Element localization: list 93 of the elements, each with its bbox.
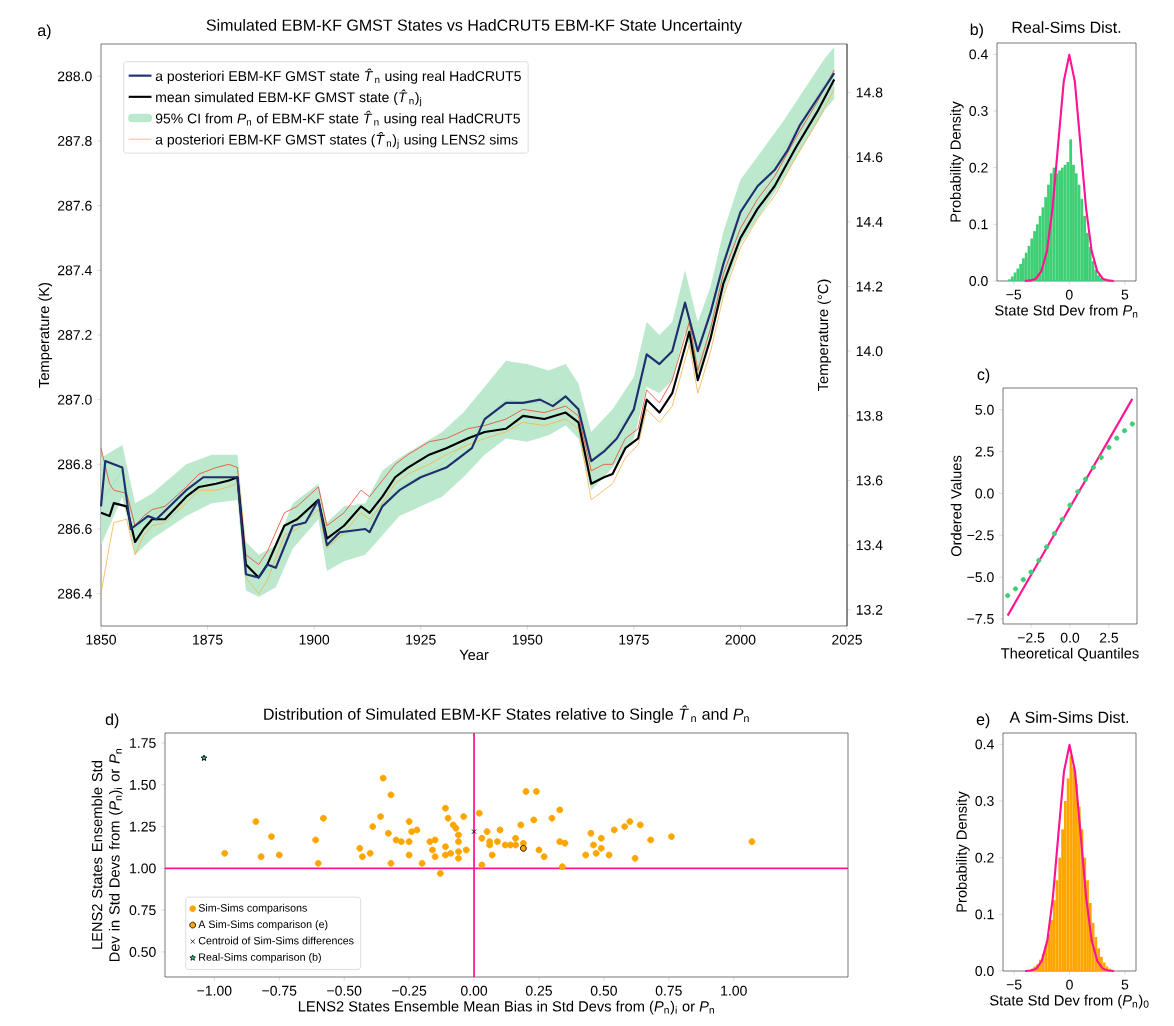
- x-tick-label: 0.0: [1060, 632, 1080, 643]
- y-tick-label: 286.4: [57, 588, 92, 599]
- legend-label: a posteriori EBM-KF GMST states (T̂$_{n}$)$_{j}$ using LENS2 sims: [155, 131, 518, 149]
- x-tick-label: −2.5: [1017, 632, 1045, 643]
- x-tick-label: 1.00: [721, 985, 747, 996]
- x-axis-title: State Std Dev from P$_{n}$: [995, 304, 1138, 318]
- y-tick-label: 0.0: [969, 276, 988, 286]
- y-tick-label: 1.25: [130, 821, 156, 832]
- text: b): [970, 23, 983, 39]
- y-tick-label: 0.2: [975, 852, 994, 863]
- y-axis-title: Temperature (K): [38, 282, 53, 388]
- legend-label: Sim-Sims comparisons: [198, 903, 307, 914]
- y-tick-label: 0.1: [969, 219, 988, 230]
- y-tick-label: −5.0: [967, 572, 994, 583]
- y-tick-label: 5.0: [975, 404, 994, 415]
- y-tick-label: 0.4: [975, 739, 994, 750]
- y-tick-label: 287.8: [57, 136, 92, 146]
- y-tick-label: −7.5: [967, 614, 994, 624]
- legend-label: Real-Sims comparison (b): [199, 953, 321, 963]
- y-tick-label: 0.3: [969, 106, 988, 116]
- y-tick-label: 0.50: [129, 946, 156, 957]
- x-tick-label: 1900: [299, 634, 330, 645]
- x-tick-label: 0: [1065, 289, 1073, 300]
- y-tick-label: 1.00: [130, 863, 156, 874]
- y2-tick-label: 14.6: [856, 152, 883, 163]
- y2-tick-label: 13.6: [856, 475, 883, 486]
- x-tick-label: 0.75: [655, 985, 682, 996]
- y-tick-label: 286.8: [57, 459, 92, 470]
- x-tick-label: 1975: [619, 634, 649, 645]
- text: a): [37, 24, 51, 40]
- y2-tick-label: 13.2: [856, 604, 883, 615]
- y2-tick-label: 13.4: [856, 540, 883, 551]
- y-tick-label: 287.6: [57, 200, 92, 211]
- x-tick-label: 2.5: [1099, 632, 1119, 643]
- y2-axis-title: Temperature (°C): [817, 279, 832, 391]
- legend-label: a posteriori EBM-KF GMST state T̂$_{n}$ using real HadCRUT5: [155, 68, 521, 84]
- legend-label: 95% CI from P$_{n}$ of EBM-KF state T̂$_{n}$ using real HadCRUT5: [155, 110, 520, 127]
- x-tick-label: 1925: [406, 634, 436, 645]
- y2-tick-label: 13.8: [856, 410, 883, 421]
- y-tick-label: 288.0: [57, 71, 92, 82]
- x-tick-label: 0.50: [590, 985, 617, 996]
- x-tick-label: 1850: [86, 634, 117, 645]
- y-tick-label: 287.2: [57, 330, 92, 340]
- y-tick-label: 0.75: [129, 905, 156, 916]
- legend-label: A Sim-Sims comparison (e): [198, 920, 328, 931]
- y-tick-label: 0.0: [975, 966, 994, 976]
- x-tick-label: −0.25: [392, 985, 427, 996]
- y2-tick-label: 14.4: [856, 217, 883, 227]
- y-axis-title: Ordered Values: [950, 455, 962, 557]
- x-tick-label: −0.75: [262, 985, 297, 996]
- x-tick-label: 0: [1066, 979, 1073, 990]
- y2-tick-label: 14.0: [856, 346, 883, 357]
- x-tick-label: 5: [1121, 289, 1129, 300]
- y-axis-title: Probability Density: [950, 101, 964, 222]
- y2-tick-label: 14.2: [856, 281, 883, 292]
- x-axis-title: LENS2 States Ensemble Mean Bias in Std Devs from (P$_{n}$)$_{i}$ or P$_{n}$: [298, 1000, 714, 1015]
- x-tick-label: 1875: [193, 634, 223, 645]
- text: c): [977, 368, 990, 384]
- y-tick-label: 2.5: [975, 446, 994, 457]
- x-tick-label: 0.00: [460, 985, 488, 996]
- chart-title: Distribution of Simulated EBM-KF States relative to Single T̂$_{n}$ and P$_{n}$: [264, 705, 749, 723]
- legend-label: Centroid of Sim-Sims differences: [198, 936, 354, 945]
- y-tick-label: −2.5: [967, 530, 994, 541]
- x-axis-title: State Std Dev from (P$_{n}$)$_{0}$: [990, 994, 1149, 1009]
- x-tick-label: −5: [1006, 979, 1022, 990]
- y-tick-label: 0.2: [969, 162, 988, 173]
- text: e): [976, 713, 990, 729]
- y-tick-label: 1.50: [130, 779, 156, 790]
- x-axis-title: Theoretical Quantiles: [1001, 647, 1139, 662]
- x-tick-label: −0.50: [327, 985, 362, 996]
- legend-label: mean simulated EBM-KF GMST state (T̂$_{n}$)$_{j}$: [156, 89, 422, 107]
- y-tick-label: 0.3: [975, 796, 994, 806]
- x-tick-label: −1.00: [197, 985, 232, 996]
- y-tick-label: 286.6: [57, 524, 92, 534]
- y-tick-label: 287.0: [57, 394, 92, 405]
- y-tick-label: 0.1: [975, 909, 994, 920]
- chart-title: Real-Sims Dist.: [1012, 21, 1121, 33]
- x-axis-title: Year: [459, 649, 489, 661]
- y-tick-label: 0.4: [969, 49, 988, 60]
- y-axis-title: Probability Density: [956, 791, 970, 912]
- y-tick-label: 1.75: [130, 738, 156, 748]
- x-tick-label: 5: [1121, 979, 1129, 990]
- y-tick-label: 0.0: [975, 488, 994, 499]
- x-tick-label: 2000: [725, 634, 756, 645]
- chart-title: Simulated EBM-KF GMST States vs HadCRUT5 EBM-KF State Uncertainty: [206, 19, 743, 34]
- x-tick-label: 0.25: [525, 985, 552, 996]
- y2-tick-label: 14.8: [856, 87, 883, 98]
- x-tick-label: −5: [1006, 289, 1022, 300]
- x-tick-label: 1950: [512, 634, 543, 645]
- chart-title: A Sim-Sims Dist.: [1009, 711, 1129, 723]
- x-tick-label: 2025: [832, 634, 862, 645]
- y-tick-label: 287.4: [57, 265, 92, 276]
- text: d): [105, 713, 119, 729]
